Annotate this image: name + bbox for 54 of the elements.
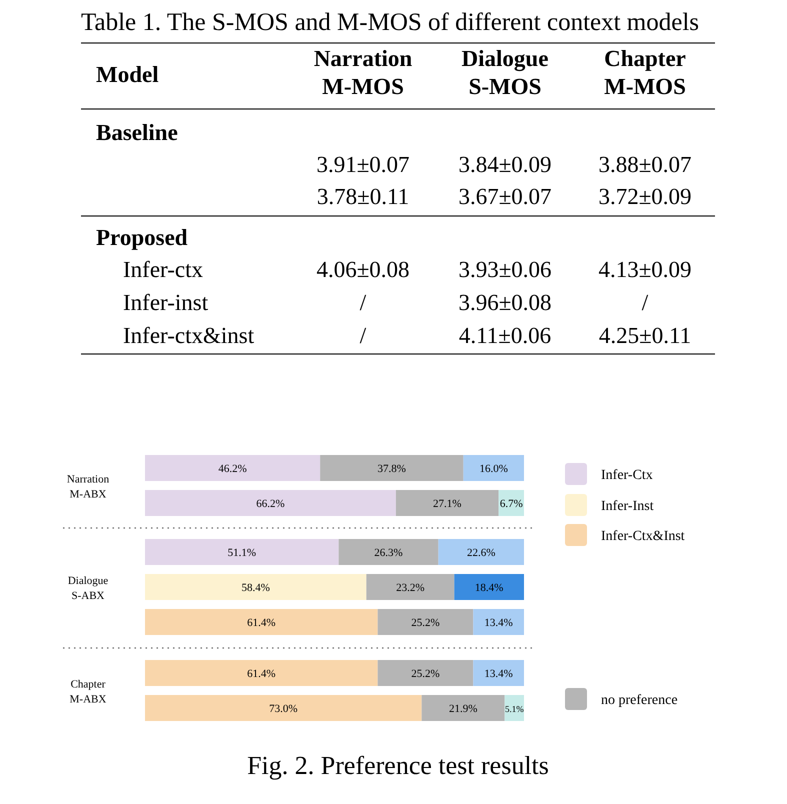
text: 3.91±0.07 <box>316 152 410 177</box>
data-label: 61.4% <box>247 617 276 629</box>
data-label: 6.7% <box>500 498 523 510</box>
data-label: 51.1% <box>228 547 256 559</box>
data-label: 25.2% <box>411 668 440 680</box>
legend-label: Infer-Ctx <box>601 468 653 483</box>
text: / <box>360 323 366 348</box>
category-label: Model <box>96 62 159 87</box>
text: 3.72±0.09 <box>598 184 692 209</box>
text: Chapter M-ABX <box>70 678 106 706</box>
text: 3.93±0.06 <box>458 257 552 282</box>
data-label: 37.8% <box>378 463 406 475</box>
text: 3.84±0.09 <box>458 152 552 177</box>
data-label: 73.0% <box>269 703 298 715</box>
data-label: 61.4% <box>247 668 276 680</box>
text: Table 1. The S-MOS and M-MOS of different context models <box>80 9 700 36</box>
data-label: 23.2% <box>396 582 425 594</box>
text: Dialogue S-ABX <box>68 575 108 602</box>
data-label: 18.4% <box>474 582 504 594</box>
text: Narration M-ABX <box>66 474 110 500</box>
data-label: 25.2% <box>411 617 440 629</box>
data-label: 46.2% <box>218 463 247 475</box>
text: / <box>360 290 366 315</box>
category-label: Dialogue S-MOS <box>462 46 548 99</box>
data-label: 13.4% <box>484 668 513 680</box>
category-label: Infer-inst <box>123 290 208 315</box>
text: Fig. 2. Preference test results <box>247 751 549 780</box>
legend-label: Infer-Inst <box>601 499 654 514</box>
text: 3.96±0.08 <box>458 290 552 315</box>
category-label: Infer-ctx&inst <box>123 323 254 348</box>
category-label: Chapter M-MOS <box>604 46 686 99</box>
text: 3.78±0.11 <box>316 184 410 209</box>
text: 4.11±0.06 <box>458 323 552 348</box>
data-label: 5.1% <box>504 704 524 714</box>
text: 4.06±0.08 <box>316 257 410 282</box>
text: / <box>642 290 648 315</box>
category-label: Infer-ctx <box>123 257 203 282</box>
category-label: Baseline <box>96 120 178 145</box>
text: 3.67±0.07 <box>458 184 552 209</box>
data-label: 16.0% <box>479 463 508 475</box>
data-label: 21.9% <box>448 703 478 715</box>
data-label: 26.3% <box>374 547 403 559</box>
data-label: 58.4% <box>241 582 270 594</box>
category-label: Narration M-MOS <box>314 46 412 99</box>
data-label: 66.2% <box>256 498 285 510</box>
text: 4.25±0.11 <box>598 323 692 348</box>
data-label: 13.4% <box>484 617 513 629</box>
category-label: Proposed <box>96 225 188 250</box>
data-label: 22.6% <box>466 547 496 559</box>
data-label: 27.1% <box>433 498 462 510</box>
legend-label: no preference <box>601 693 678 708</box>
text: 4.13±0.09 <box>598 257 692 282</box>
legend-label: Infer-Ctx&Inst <box>601 529 685 544</box>
text: 3.88±0.07 <box>598 152 692 177</box>
